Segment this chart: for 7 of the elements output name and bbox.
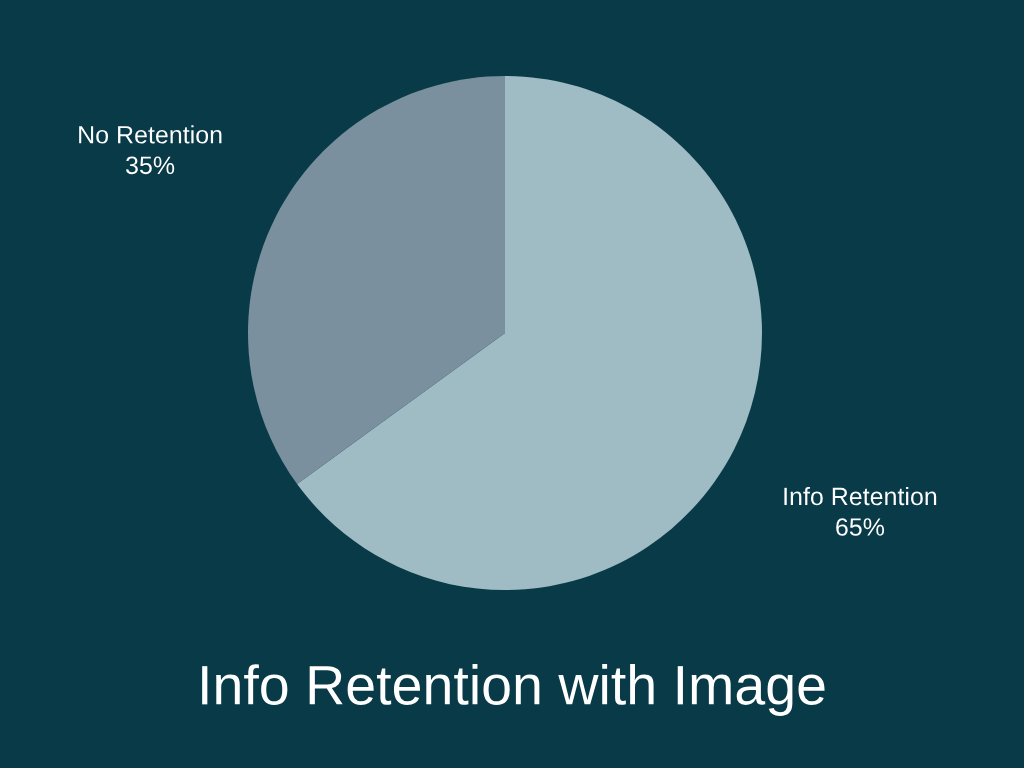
data-label: 35% [126,156,175,175]
pie-slice [297,76,762,590]
pie-slice [248,76,505,485]
data-label: 65% [836,518,885,536]
slice-label: Info Retention [784,486,937,506]
text: Info Retention with Image [202,664,825,716]
slice-label: No Retention [79,125,222,144]
